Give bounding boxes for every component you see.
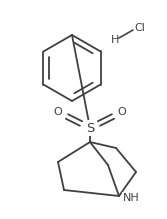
Text: H: H	[111, 35, 119, 45]
Text: O: O	[54, 107, 62, 117]
Text: Cl: Cl	[135, 23, 145, 33]
Text: O: O	[118, 107, 126, 117]
Text: S: S	[86, 122, 94, 134]
Text: NH: NH	[123, 193, 140, 203]
